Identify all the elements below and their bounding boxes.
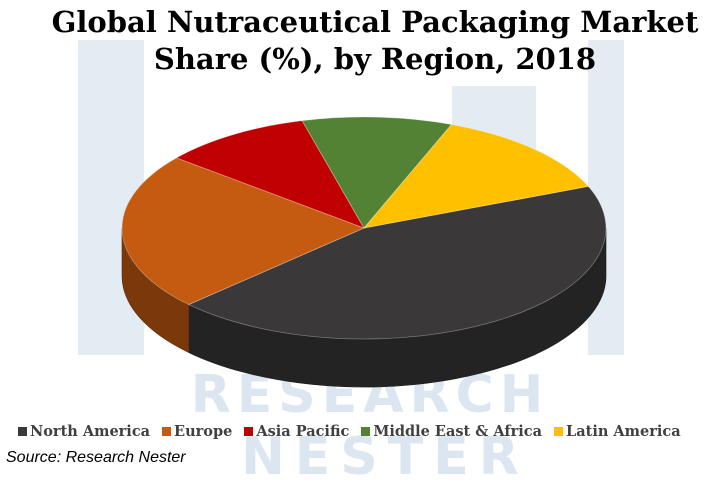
legend-label: Asia Pacific [256, 423, 350, 440]
chart-title-line-1: Global Nutraceutical Packaging Market [51, 5, 699, 39]
legend-item: Asia Pacific [244, 423, 349, 440]
chart-legend: North America Europe Asia Pacific Middle Ea… [18, 423, 708, 440]
watermark-text-2: NESTER [241, 427, 529, 482]
pie-sides [121, 227, 607, 388]
legend-label: North America [30, 423, 151, 440]
legend-item: Middle East & Africa [361, 423, 542, 440]
legend-swatch [162, 427, 172, 436]
pie-slice-asia-pacific [175, 120, 365, 229]
chart-title-line-2: Share (%), by Region, 2018 [153, 42, 597, 76]
pie-slice-europe [121, 157, 366, 305]
legend-item: Latin America [554, 423, 681, 440]
legend-swatch [361, 427, 371, 436]
legend-label: Europe [174, 423, 233, 440]
chart-title: Global Nutraceutical Packaging Market Sh… [0, 4, 710, 78]
legend-label: Middle East & Africa [373, 423, 543, 440]
pie-slice-north-america [187, 185, 607, 340]
legend-swatch [554, 427, 564, 436]
pie-tops [121, 116, 607, 340]
legend-swatch [244, 427, 254, 436]
pie-slice-middle-east-africa [301, 116, 453, 229]
source-note: Source: Research Nester [6, 449, 186, 466]
legend-swatch [18, 427, 27, 436]
pie-side-1 [121, 227, 190, 354]
legend-item: North America [18, 423, 150, 440]
legend-item: Europe [162, 423, 232, 440]
pie-slice-latin-america [362, 124, 590, 229]
legend-label: Latin America [566, 423, 681, 440]
